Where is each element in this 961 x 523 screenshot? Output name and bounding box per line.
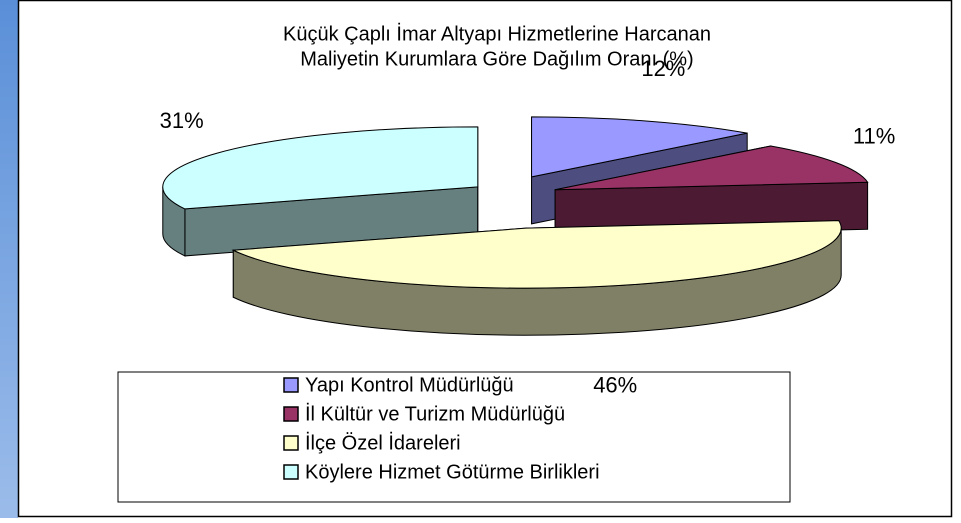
chart-title: Maliyetin Kurumlara Göre Dağılım Oranı (… [300,48,693,70]
legend-label: İl Kültür ve Turizm Müdürlüğü [305,402,565,425]
legend-label: İlçe Özel İdareleri [305,431,461,454]
data-label: 12% [641,56,685,81]
slice [531,116,748,178]
legend-swatch [283,406,299,422]
legend-label: Yapı Kontrol Müdürlüğü [305,374,514,396]
slice [231,220,842,289]
slice [162,126,479,210]
slice [554,145,869,191]
legend-swatch [283,464,299,480]
side-strip [0,0,18,518]
legend-swatch [283,435,299,451]
legend-swatch [283,377,299,393]
data-label: 46% [593,372,637,397]
legend-label: Köylere Hizmet Götürme Birlikleri [305,461,600,483]
data-label: 11% [853,123,895,148]
chart-title: Küçük Çaplı İmar Altyapı Hizmetlerine Ha… [283,22,711,45]
data-label: 31% [160,108,204,133]
legend [117,371,791,503]
